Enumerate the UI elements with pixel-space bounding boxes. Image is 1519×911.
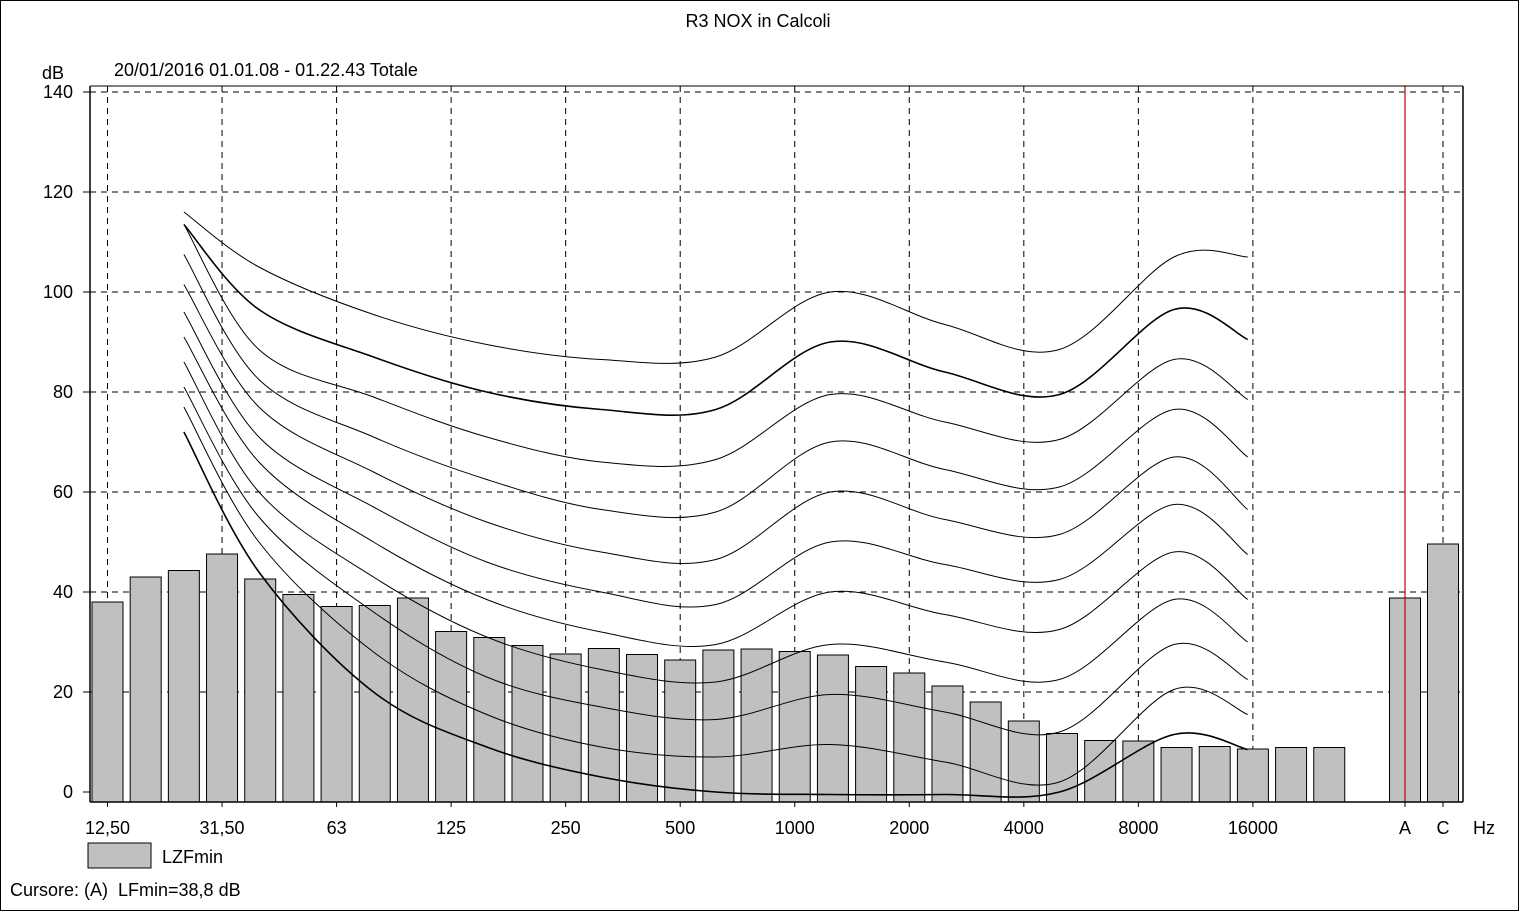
chart-title: R3 NOX in Calcoli [685,11,830,31]
spectrum-bar[interactable] [626,654,659,803]
spectrum-bar[interactable] [1275,747,1308,803]
x-tick-label: 500 [665,818,695,838]
spectrum-bar[interactable] [549,653,582,803]
spectrum-bar[interactable] [358,605,391,803]
y-tick-label: 20 [53,682,73,702]
spectrum-bar[interactable] [1236,748,1269,803]
x-tick-label: 63 [327,818,347,838]
y-axis-label: dB [42,63,64,83]
chart-subtitle: 20/01/2016 01.01.08 - 01.22.43 Totale [114,60,418,80]
x-axis-unit-label: Hz [1473,818,1495,838]
spectrum-bar[interactable] [282,594,315,803]
spectrum-bar[interactable] [206,553,239,803]
spectrum-bar[interactable] [244,578,277,803]
iso-contour-80-phon [183,254,1248,519]
legend-label: LZFmin [162,847,223,867]
iso-contour-100-phon [183,223,1249,417]
spectrum-bar[interactable] [511,645,544,803]
x-tick-label: 4000 [1004,818,1044,838]
x-tick-label: C [1437,818,1450,838]
y-tick-label: 60 [53,482,73,502]
spectrum-bar[interactable] [396,597,429,803]
iso-contour-20-phon [183,406,1248,786]
iso-contour-70-phon [183,284,1248,564]
iso-contour-30-phon [183,386,1248,736]
x-tick-label: 125 [436,818,466,838]
y-tick-label: 120 [43,182,73,202]
iso-contour-10-phon [183,431,1248,798]
spectrum-bar[interactable] [969,701,1002,803]
x-tick-labels: 12,50 31,50 63 125 250 500 1000 2000 4000 8000 160… [85,818,1450,838]
spectrum-bar[interactable] [91,601,124,803]
x-tick-label: 2000 [889,818,929,838]
y-tick-label: 0 [63,782,73,802]
x-tick-label: 1000 [775,818,815,838]
spectrum-bar[interactable] [1198,746,1231,803]
y-tick-label: 140 [43,82,73,102]
iso-contour-110-phon [183,211,1248,364]
spectrum-bar[interactable] [1160,747,1193,803]
x-tick-label: 8000 [1118,818,1158,838]
axes [83,85,1464,807]
x-tick-label: 16000 [1228,818,1278,838]
spectrum-bar[interactable] [1084,740,1117,803]
iso-contour-40-phon [183,361,1248,684]
y-tick-label: 100 [43,282,73,302]
y-tick-label: 80 [53,382,73,402]
weighted-bar-c[interactable] [1427,543,1459,803]
spectrum-bar[interactable] [167,570,200,803]
y-tick-labels: 0 20 40 60 80 100 120 140 [43,82,73,802]
iso-contour-90-phon [183,224,1248,467]
spectrum-bar[interactable] [893,672,926,803]
spectrum-bar[interactable] [855,666,888,803]
spectrum-bar[interactable] [778,651,811,803]
spectrum-bar[interactable] [320,606,353,803]
spectrum-bar[interactable] [740,648,773,803]
spectrum-bar[interactable] [435,631,468,803]
x-tick-label: 31,50 [200,818,245,838]
x-tick-label: A [1399,818,1411,838]
iso-contour-60-phon [183,311,1248,608]
legend: LZFmin [87,842,223,869]
spectrum-bar[interactable] [931,685,964,803]
y-tick-label: 40 [53,582,73,602]
bars[interactable] [91,543,1459,803]
iso-contour-50-phon [183,336,1248,647]
spectrum-bar[interactable] [1007,720,1040,803]
spectrum-bar[interactable] [1313,747,1346,803]
iso-contours [183,211,1249,798]
legend-swatch [87,842,152,869]
spectrum-bar[interactable] [702,649,735,803]
x-tick-label: 250 [551,818,581,838]
x-tick-label: 12,50 [85,818,130,838]
cursor-readout: Cursore: (A) LFmin=38,8 dB [10,880,241,900]
spectrum-bar[interactable] [816,654,849,803]
spectrum-bar[interactable] [129,576,162,803]
